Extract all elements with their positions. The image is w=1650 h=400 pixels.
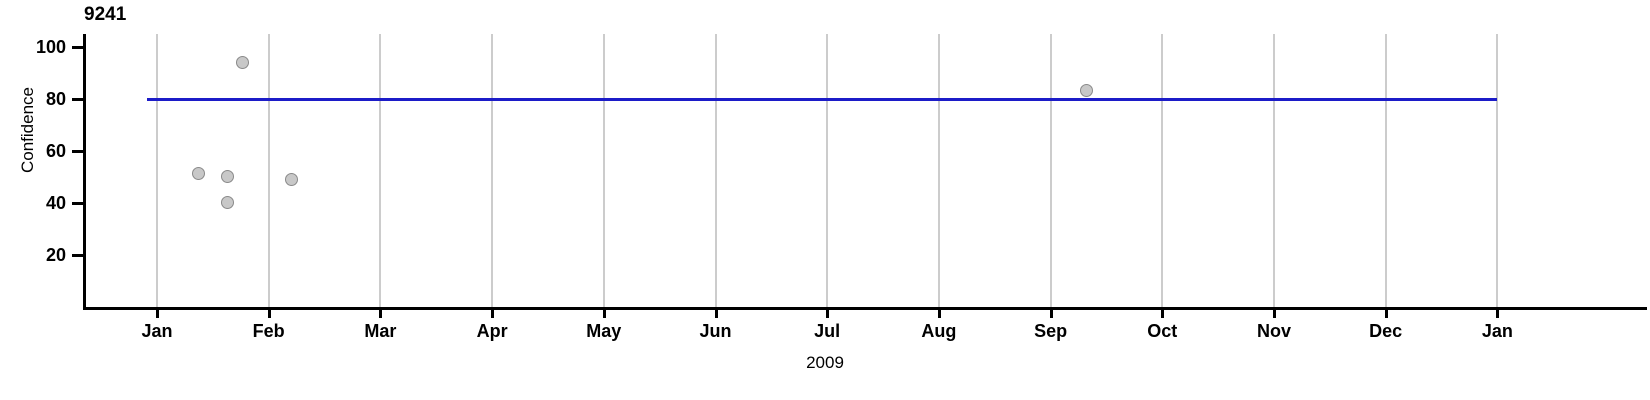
data-point xyxy=(221,196,235,209)
x-axis-tick xyxy=(1161,307,1165,318)
x-axis-title: 2009 xyxy=(806,353,844,372)
x-axis-tick-label: Jul xyxy=(814,321,841,341)
x-axis-tick-label: Jun xyxy=(699,321,732,341)
data-point xyxy=(236,55,249,69)
gridline-vertical xyxy=(714,34,717,307)
x-axis-tick xyxy=(267,307,271,318)
x-axis-tick xyxy=(1049,307,1053,318)
x-axis-tick xyxy=(937,307,941,318)
x-axis-tick xyxy=(1384,307,1388,318)
x-axis-tick xyxy=(826,307,830,318)
reference-line xyxy=(147,98,1498,101)
x-axis-tick-label: Aug xyxy=(921,321,957,341)
gridline-vertical xyxy=(379,34,382,307)
gridline-vertical xyxy=(1384,34,1387,307)
gridline-vertical xyxy=(826,34,829,307)
x-axis-tick xyxy=(714,307,718,318)
y-axis-tick xyxy=(72,202,84,205)
x-axis-tick xyxy=(491,307,495,318)
y-axis-tick-label: 60 xyxy=(45,141,66,161)
x-axis-tick-label: Feb xyxy=(252,321,285,341)
data-point xyxy=(221,170,235,183)
x-axis-tick-label: May xyxy=(586,321,622,341)
gridline-vertical xyxy=(937,34,940,307)
gridline-vertical xyxy=(1273,34,1275,307)
x-axis-tick-label: Apr xyxy=(476,321,508,341)
y-axis-tick-label: 80 xyxy=(45,89,66,109)
x-axis-tick-label: Jan xyxy=(141,321,173,341)
y-axis-tick xyxy=(72,98,84,101)
x-axis-tick-label: Mar xyxy=(364,321,397,341)
y-axis-tick xyxy=(72,46,84,49)
gridline-vertical xyxy=(1049,34,1052,307)
x-axis-tick-label: Oct xyxy=(1147,321,1178,341)
y-axis-line xyxy=(83,34,86,309)
data-point xyxy=(192,167,206,181)
y-axis-tick-label: 100 xyxy=(35,37,66,57)
x-axis-tick xyxy=(1496,307,1500,318)
gridline-vertical xyxy=(491,34,494,307)
gridline-vertical xyxy=(1161,34,1164,307)
x-axis-tick xyxy=(602,307,606,318)
y-axis-tick xyxy=(72,150,84,153)
x-axis-tick-label: Jan xyxy=(1481,321,1513,341)
data-point xyxy=(285,172,299,186)
gridline-vertical xyxy=(267,34,270,307)
data-point xyxy=(1080,84,1094,98)
y-axis-tick-label: 40 xyxy=(45,193,66,213)
x-axis-tick xyxy=(1273,307,1276,318)
gridline-vertical xyxy=(156,34,158,307)
x-axis-line xyxy=(83,307,1647,310)
x-axis-tick-label: Sep xyxy=(1034,321,1068,341)
x-axis-tick-label: Nov xyxy=(1256,321,1291,341)
gridline-vertical xyxy=(602,34,605,307)
x-axis-tick-label: Dec xyxy=(1369,321,1403,341)
y-axis-tick xyxy=(72,254,84,257)
chart-title: 9241 xyxy=(84,4,127,25)
y-axis-tick-label: 20 xyxy=(45,245,66,265)
x-axis-tick xyxy=(379,307,383,318)
gridline-vertical xyxy=(1496,34,1499,307)
x-axis-tick xyxy=(156,307,159,318)
